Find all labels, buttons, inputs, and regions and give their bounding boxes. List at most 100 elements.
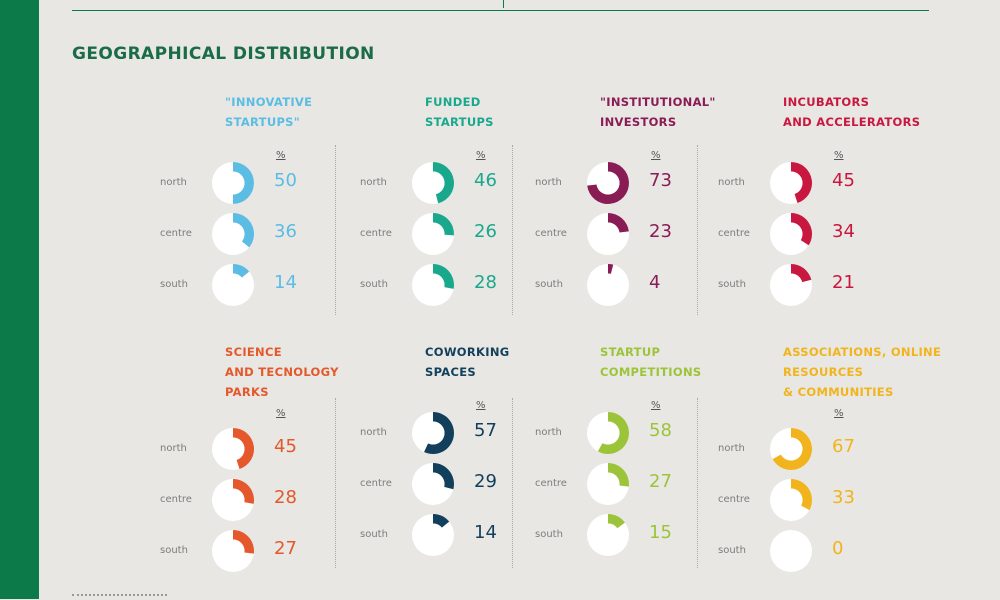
column-separator xyxy=(335,398,336,568)
donut-hole xyxy=(596,523,620,547)
donut-hole xyxy=(221,273,245,297)
chart-row-centre: centre 29 xyxy=(360,461,535,507)
region-label: north xyxy=(160,177,187,188)
value-label: 58 xyxy=(649,420,672,441)
value-label: 67 xyxy=(832,436,855,457)
column-separator xyxy=(697,145,698,315)
donut-hole xyxy=(779,273,803,297)
donut-chart-centre xyxy=(212,479,254,521)
region-label: centre xyxy=(360,228,392,239)
donut-chart-south xyxy=(212,264,254,306)
value-label: 21 xyxy=(832,272,855,293)
chart-row-south: south 14 xyxy=(360,512,535,558)
donut-hole xyxy=(221,488,245,512)
chart-row-north: north 67 xyxy=(718,426,893,472)
donut-hole xyxy=(221,539,245,563)
donut-hole xyxy=(221,171,245,195)
region-label: centre xyxy=(718,228,750,239)
chart-row-centre: centre 34 xyxy=(718,211,893,257)
chart-title: STARTUP COMPETITIONS xyxy=(600,345,702,379)
page-title: GEOGRAPHICAL DISTRIBUTION xyxy=(72,44,375,64)
donut-chart-north xyxy=(770,428,812,470)
donut-segment xyxy=(233,264,250,278)
value-label: 14 xyxy=(474,522,497,543)
donut-chart-south xyxy=(587,264,629,306)
donut-segment xyxy=(233,428,254,469)
donut-segment xyxy=(433,162,454,204)
chart-row-north: north 58 xyxy=(535,410,710,456)
value-label: 50 xyxy=(274,170,297,191)
percent-unit-label: % xyxy=(651,400,661,411)
donut-hole xyxy=(779,488,803,512)
chart-row-centre: centre 36 xyxy=(160,211,335,257)
donut-chart-north xyxy=(412,412,454,454)
percent-unit-label: % xyxy=(276,150,286,161)
donut-hole xyxy=(421,171,445,195)
chart-row-south: south 14 xyxy=(160,262,335,308)
percent-unit-label: % xyxy=(834,150,844,161)
donut-segment xyxy=(433,514,450,528)
region-label: north xyxy=(160,443,187,454)
donut-hole xyxy=(421,222,445,246)
top-tick xyxy=(503,0,504,8)
value-label: 33 xyxy=(832,487,855,508)
donut-hole xyxy=(596,171,620,195)
chart-row-south: south 15 xyxy=(535,512,710,558)
value-label: 45 xyxy=(274,436,297,457)
column-separator xyxy=(335,145,336,315)
column-separator xyxy=(512,398,513,568)
chart-panel: ASSOCIATIONS, ONLINE RESOURCES & COMMUNI… xyxy=(718,342,941,574)
chart-title: "INNOVATIVE STARTUPS" xyxy=(225,95,313,129)
value-label: 14 xyxy=(274,272,297,293)
chart-row-south: south 0 xyxy=(718,528,893,574)
donut-chart-south xyxy=(412,264,454,306)
percent-unit-label: % xyxy=(476,400,486,411)
region-label: south xyxy=(535,279,563,290)
value-label: 27 xyxy=(274,538,297,559)
chart-row-centre: centre 26 xyxy=(360,211,535,257)
chart-panel: "INNOVATIVE STARTUPS"% north 50 centre 36 sou… xyxy=(160,92,335,322)
region-label: south xyxy=(160,279,188,290)
region-label: south xyxy=(718,279,746,290)
chart-row-north: north 45 xyxy=(718,160,893,206)
region-label: centre xyxy=(160,228,192,239)
chart-panel: INCUBATORS AND ACCELERATORS% north 45 centr… xyxy=(718,92,920,322)
donut-segment xyxy=(608,264,614,274)
donut-segment xyxy=(772,428,812,470)
chart-title: ASSOCIATIONS, ONLINE RESOURCES & COMMUNI… xyxy=(783,345,942,399)
chart-panel: STARTUP COMPETITIONS% north 58 centre 27 sout… xyxy=(535,342,710,572)
region-label: north xyxy=(718,177,745,188)
chart-panel: SCIENCE AND TECNOLOGY PARKS% north 45 centr… xyxy=(160,342,338,574)
donut-hole xyxy=(221,222,245,246)
chart-row-south: south 27 xyxy=(160,528,335,574)
donut-segment xyxy=(791,213,812,246)
chart-row-centre: centre 27 xyxy=(535,461,710,507)
donut-hole xyxy=(421,472,445,496)
chart-panel: COWORKING SPACES% north 57 centre 29 south 14 xyxy=(360,342,535,572)
donut-hole xyxy=(596,273,620,297)
region-label: south xyxy=(360,529,388,540)
percent-unit-label: % xyxy=(276,408,286,419)
region-label: south xyxy=(160,545,188,556)
value-label: 15 xyxy=(649,522,672,543)
donut-segment xyxy=(233,213,254,248)
donut-chart-south xyxy=(770,264,812,306)
value-label: 73 xyxy=(649,170,672,191)
top-rule xyxy=(72,10,929,11)
region-label: north xyxy=(360,177,387,188)
donut-hole xyxy=(779,437,803,461)
column-separator xyxy=(512,145,513,315)
chart-row-south: south 4 xyxy=(535,262,710,308)
donut-chart-south xyxy=(770,530,812,572)
chart-title: INCUBATORS AND ACCELERATORS xyxy=(783,95,921,129)
column-separator xyxy=(697,398,698,568)
region-label: north xyxy=(535,427,562,438)
donut-hole xyxy=(779,539,803,563)
donut-chart-north xyxy=(587,412,629,454)
chart-row-north: north 73 xyxy=(535,160,710,206)
donut-chart-north xyxy=(212,162,254,204)
donut-chart-centre xyxy=(412,463,454,505)
percent-unit-label: % xyxy=(834,408,844,419)
value-label: 0 xyxy=(832,538,844,559)
donut-segment xyxy=(433,213,454,236)
